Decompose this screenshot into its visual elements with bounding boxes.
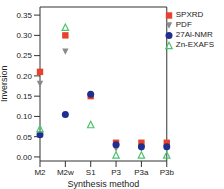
- svg-text:M2w: M2w: [57, 168, 74, 177]
- html-text:PDF: PDF: [175, 20, 192, 29]
- html-text:Zn-EXAFS: Zn-EXAFS: [175, 40, 214, 49]
- html-text:SPXRD: SPXRD: [175, 10, 204, 19]
- svg-text:0.10: 0.10: [16, 112, 32, 121]
- svg-text:0.15: 0.15: [16, 92, 32, 101]
- svg-text:S1: S1: [86, 168, 96, 177]
- svg-text:Inversion: Inversion: [0, 65, 9, 102]
- svg-text:0.25: 0.25: [16, 51, 32, 60]
- svg-text:0.35: 0.35: [16, 11, 32, 20]
- svg-text:Synthesis method: Synthesis method: [68, 179, 140, 189]
- svg-text:P3b: P3b: [160, 168, 175, 177]
- svg-text:0.00: 0.00: [16, 153, 32, 162]
- svg-text:M2: M2: [34, 168, 46, 177]
- svg-text:0.20: 0.20: [16, 72, 32, 81]
- svg-text:P3: P3: [111, 168, 121, 177]
- svg-text:P3a: P3a: [134, 168, 149, 177]
- svg-text:0.30: 0.30: [16, 31, 32, 40]
- html-text:27Al-NMR: 27Al-NMR: [175, 30, 213, 39]
- svg-text:0.05: 0.05: [16, 133, 32, 142]
